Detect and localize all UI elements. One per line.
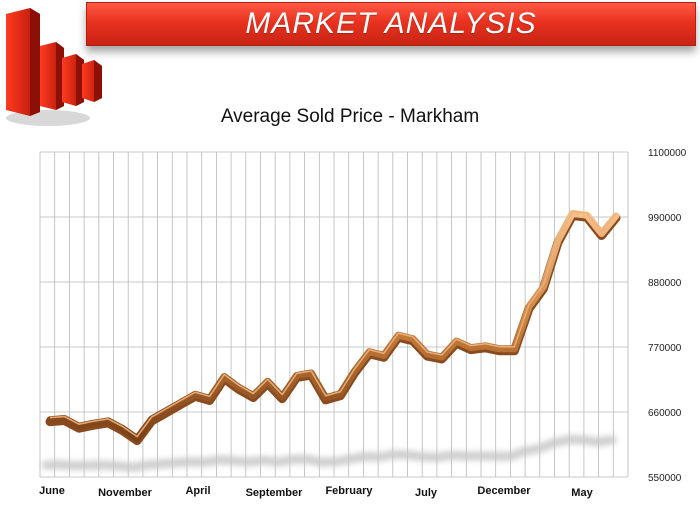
x-tick-label: December xyxy=(477,485,531,497)
series-line-path xyxy=(46,210,620,443)
x-axis-ticks: June November April September February July De… xyxy=(39,485,593,499)
y-tick-label: 1100000 xyxy=(648,148,687,159)
header-banner: MARKET ANALYSIS xyxy=(86,2,696,46)
y-tick-label: 770000 xyxy=(648,343,682,354)
x-tick-label: July xyxy=(415,487,438,499)
series-line xyxy=(45,210,621,446)
y-tick-label: 550000 xyxy=(648,473,682,484)
line-chart: 1100000 990000 880000 770000 660000 550000 Ju… xyxy=(39,148,687,499)
line-shadow-path xyxy=(41,435,617,472)
y-tick-label: 660000 xyxy=(648,408,682,419)
x-tick-label: September xyxy=(246,487,304,499)
x-tick-label: May xyxy=(571,487,593,499)
y-tick-label: 880000 xyxy=(648,278,682,289)
y-tick-label: 990000 xyxy=(648,213,682,224)
x-tick-label: June xyxy=(39,485,65,497)
series-line-highlight xyxy=(49,210,617,438)
x-tick-label: February xyxy=(325,485,373,497)
chart-title: Average Sold Price - Markham xyxy=(220,106,480,127)
x-tick-label: November xyxy=(98,487,153,499)
y-axis-ticks: 1100000 990000 880000 770000 660000 550000 xyxy=(648,148,687,484)
page-title: MARKET ANALYSIS xyxy=(245,7,537,40)
bar-chart-logo-icon xyxy=(6,8,102,126)
series-line-depth xyxy=(45,211,621,446)
x-tick-label: April xyxy=(185,485,210,497)
line-shadow xyxy=(41,435,617,472)
grid xyxy=(39,151,629,478)
